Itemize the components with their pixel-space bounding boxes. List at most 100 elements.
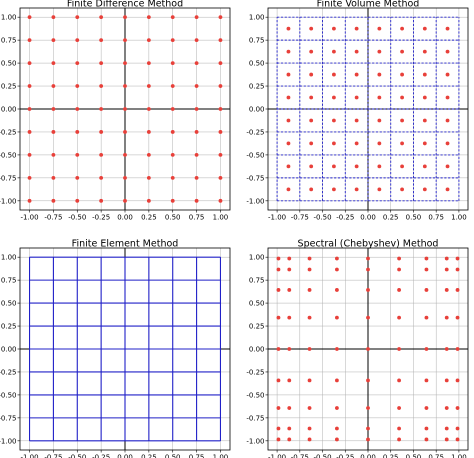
y-tick-label: 0.50	[249, 300, 265, 308]
grid-point	[366, 256, 370, 261]
x-tick-label: -0.25	[92, 454, 110, 458]
y-tick-label: 0.50	[1, 300, 17, 308]
finite-difference-panel: Finite Difference Method-1.00 -0.75 -0.50-…	[0, 0, 231, 222]
y-tick-label: 0.00	[249, 346, 265, 354]
grid-point	[99, 15, 104, 20]
y-tick-label: -0.25	[246, 368, 264, 376]
y-tick-label: 1.00	[249, 254, 265, 262]
finite-element-panel: Finite Element Method -1.00 -0.75 -0.50 -0.2…	[0, 239, 231, 458]
grid-point	[286, 26, 291, 31]
x-tick-label: 0.00	[360, 214, 376, 222]
grid-point	[400, 72, 404, 77]
y-tick-label: -1.00	[0, 437, 17, 445]
grid-point	[75, 198, 80, 203]
y-tick-label: 0.25	[1, 83, 17, 91]
y-tick-label: 0.75	[1, 277, 17, 285]
grid-point	[424, 426, 429, 431]
grid-point	[286, 95, 291, 100]
x-tick-label: -1.00	[268, 214, 286, 222]
grid-point	[146, 38, 151, 43]
grid-point	[332, 164, 336, 169]
grid-point	[354, 187, 359, 192]
x-tick-label: 1.00	[451, 454, 467, 458]
grid-point	[307, 315, 312, 320]
y-tick-label: -0.75	[246, 414, 264, 422]
grid-point	[424, 347, 429, 351]
grid-point	[377, 49, 382, 54]
grid-point	[170, 107, 175, 111]
grid-point	[286, 187, 291, 192]
x-tick-label: -0.50	[68, 214, 86, 222]
grid-point	[287, 437, 292, 442]
grid-point	[123, 15, 127, 20]
grid-point	[27, 61, 32, 65]
grid-point	[170, 153, 175, 157]
grid-point	[286, 164, 291, 169]
grid-point	[332, 141, 336, 146]
grid-point	[276, 267, 281, 272]
grid-point	[366, 426, 370, 431]
y-tick-label: 0.75	[249, 277, 265, 285]
grid-point	[99, 175, 104, 180]
grid-point	[194, 61, 199, 65]
grid-point	[377, 72, 382, 77]
finite-element-title: Finite Element Method	[72, 239, 179, 250]
grid-point	[424, 288, 429, 292]
grid-point	[397, 288, 401, 292]
grid-point	[51, 61, 56, 65]
x-tick-label: -0.75	[44, 214, 62, 222]
grid-point	[51, 15, 56, 20]
grid-point	[445, 164, 450, 169]
grid-point	[287, 288, 292, 292]
grid-point	[170, 61, 175, 65]
y-tick-label: -0.25	[0, 368, 17, 376]
y-tick-label: -0.50	[246, 151, 264, 159]
y-tick-label: -0.50	[246, 391, 264, 399]
grid-point	[170, 175, 175, 180]
spectral-chebyshev-panel: Spectral (Chebyshev) Method -1.00 -0.75 -0.…	[246, 239, 469, 458]
x-tick-label: 0.50	[165, 454, 181, 458]
y-tick-label: -0.75	[0, 414, 17, 422]
x-tick-label: 0.50	[406, 214, 422, 222]
grid-point	[400, 95, 404, 100]
y-tick-label: 1.00	[249, 14, 265, 22]
grid-point	[354, 95, 359, 100]
grid-point	[146, 198, 151, 203]
grid-point	[366, 406, 370, 410]
x-tick-label: 0.25	[383, 214, 399, 222]
grid-point	[444, 267, 449, 272]
grid-point	[455, 347, 460, 351]
grid-point	[366, 288, 370, 292]
y-tick-label: -0.75	[0, 174, 17, 182]
grid-point	[276, 347, 281, 351]
grid-point	[99, 198, 104, 203]
grid-point	[422, 26, 427, 31]
x-tick-label: 0.00	[360, 454, 376, 458]
grid-point	[354, 49, 359, 54]
grid-point	[377, 118, 382, 123]
grid-point	[397, 378, 401, 383]
x-tick-label: -1.00	[268, 454, 286, 458]
grid-point	[335, 256, 339, 261]
grid-point	[307, 437, 312, 442]
grid-point	[276, 437, 281, 442]
grid-point	[194, 84, 199, 88]
grid-point	[332, 187, 336, 192]
grid-point	[335, 288, 339, 292]
grid-point	[424, 378, 429, 383]
finite-difference-title: Finite Difference Method	[67, 0, 183, 10]
x-tick-label: 0.50	[406, 454, 422, 458]
grid-point	[377, 95, 382, 100]
y-tick-label: -1.00	[246, 197, 264, 205]
grid-point	[366, 437, 370, 442]
grid-point	[170, 130, 175, 134]
grid-point	[27, 107, 32, 111]
x-tick-label: 1.00	[451, 214, 467, 222]
grid-point	[194, 15, 199, 20]
grid-point	[276, 288, 281, 292]
y-tick-label: 1.00	[1, 14, 17, 22]
grid-point	[218, 38, 223, 43]
grid-point	[309, 164, 314, 169]
y-tick-label: -0.75	[246, 174, 264, 182]
